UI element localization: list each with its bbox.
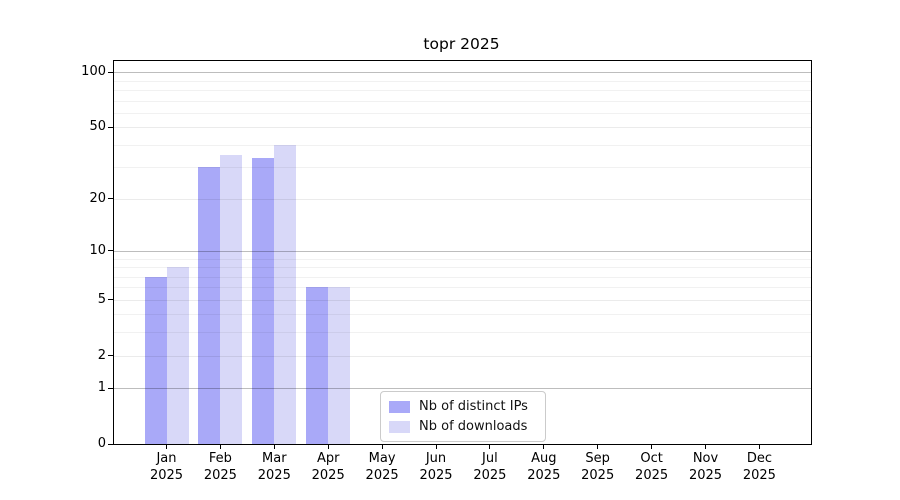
legend-swatch-distinct-ips: [389, 400, 410, 413]
x-tick-label-aug: Aug 2025: [527, 451, 561, 483]
x-tick-label-may: May 2025: [365, 451, 399, 483]
bar-distinct-ips-feb: [198, 167, 221, 444]
y-tick-100: [108, 71, 113, 73]
x-tick-dec: [758, 445, 760, 449]
y-tick-label-5: 5: [97, 291, 106, 307]
minor-gridline-60: [114, 112, 811, 114]
y-tick-label-50: 50: [89, 119, 106, 135]
x-tick-mar: [273, 445, 275, 449]
bar-downloads-jan: [166, 267, 189, 444]
x-tick-label-feb: Feb 2025: [203, 451, 237, 483]
x-tick-label-nov: Nov 2025: [688, 451, 723, 483]
legend-row-downloads: Nb of downloads: [389, 419, 537, 434]
minor-gridline-40: [114, 144, 811, 146]
y-tick-20: [108, 198, 113, 200]
major-gridline-100: [114, 72, 811, 74]
bar-distinct-ips-mar: [252, 157, 275, 444]
minor-gridline-70: [114, 100, 811, 102]
y-tick-label-100: 100: [81, 64, 106, 80]
x-tick-sep: [597, 445, 599, 449]
chart-title: topr 2025: [423, 35, 500, 53]
y-tick-2: [108, 355, 113, 356]
minor-gridline-6: [114, 287, 811, 289]
y-tick-5: [108, 299, 113, 301]
bar-downloads-feb: [220, 155, 243, 444]
x-tick-label-mar: Mar 2025: [257, 451, 291, 483]
minor-gridline-3: [114, 332, 811, 334]
x-tick-oct: [651, 445, 653, 449]
minor-gridline-80: [114, 89, 811, 91]
y-tick-0: [108, 443, 113, 445]
minor-gridline-90: [114, 80, 811, 82]
legend-label-distinct-ips: Nb of distinct IPs: [419, 399, 528, 414]
x-tick-label-jun: Jun 2025: [419, 451, 453, 483]
minor-gridline-4: [114, 314, 811, 316]
x-tick-label-jul: Jul 2025: [473, 451, 507, 483]
x-tick-aug: [543, 445, 545, 449]
minor-gridline-8: [114, 267, 811, 268]
x-tick-label-sep: Sep 2025: [581, 451, 615, 483]
mid-gridline-2: [114, 355, 811, 357]
bar-downloads-apr: [328, 287, 351, 444]
plot-area: Nb of distinct IPs Nb of downloads 0 1 2 5 1…: [81, 60, 812, 483]
legend-row-distinct-ips: Nb of distinct IPs: [389, 399, 537, 414]
y-tick-1: [108, 387, 113, 389]
y-tick-50: [108, 126, 113, 128]
x-tick-nov: [705, 445, 706, 449]
x-tick-jul: [489, 445, 491, 449]
x-tick-feb: [219, 445, 221, 449]
bar-downloads-mar: [274, 144, 297, 444]
y-tick-label-0: 0: [97, 436, 106, 451]
x-tick-jun: [435, 445, 437, 449]
y-tick-10: [108, 250, 113, 252]
minor-gridline-7: [114, 276, 811, 278]
x-tick-jan: [166, 445, 167, 449]
mid-gridline-50: [114, 127, 811, 129]
mid-gridline-5: [114, 299, 811, 301]
legend: Nb of distinct IPs Nb of downloads: [380, 391, 546, 442]
y-tick-label-1: 1: [97, 380, 106, 396]
x-tick-label-apr: Apr 2025: [311, 451, 345, 483]
bar-distinct-ips-apr: [306, 287, 329, 444]
minor-gridline-9: [114, 258, 811, 260]
legend-label-downloads: Nb of downloads: [419, 419, 528, 434]
y-tick-label-10: 10: [89, 242, 106, 258]
x-tick-may: [381, 445, 383, 449]
major-gridline-10: [114, 250, 811, 252]
x-tick-label-dec: Dec 2025: [742, 451, 776, 483]
legend-swatch-downloads: [389, 420, 410, 433]
minor-gridline-30: [114, 167, 811, 169]
mid-gridline-20: [114, 198, 811, 200]
major-gridline-1: [114, 388, 811, 390]
x-tick-apr: [327, 445, 329, 449]
y-tick-label-20: 20: [89, 190, 106, 206]
x-tick-label-oct: Oct 2025: [635, 451, 669, 483]
x-tick-label-jan: Jan 2025: [149, 451, 184, 483]
bar-distinct-ips-jan: [144, 276, 167, 444]
y-tick-label-2: 2: [97, 347, 106, 363]
